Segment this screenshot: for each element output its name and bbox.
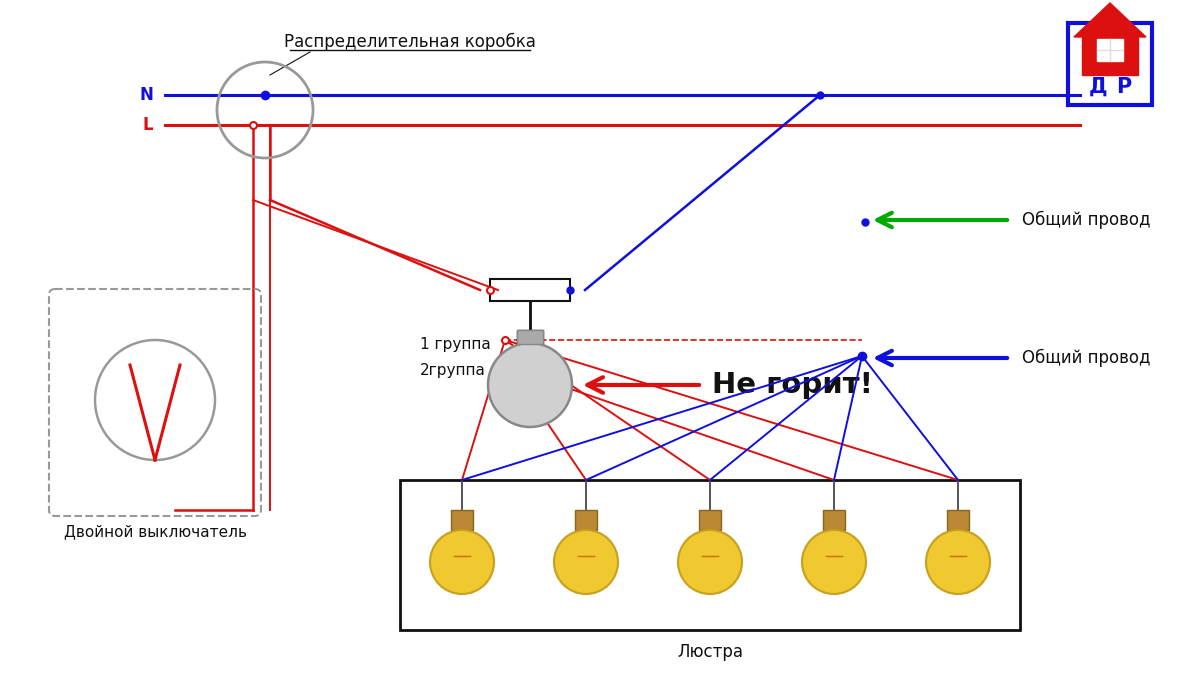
Text: L: L [143, 116, 154, 134]
Bar [400, 480, 1020, 630]
Text: Распределительная коробка: Распределительная коробка [284, 33, 536, 51]
Bar [1097, 39, 1123, 61]
Circle shape [926, 530, 990, 594]
Bar [575, 510, 598, 530]
Text: Д: Д [1088, 77, 1108, 97]
Bar [451, 510, 473, 530]
Bar [698, 510, 721, 530]
Bar [490, 279, 570, 301]
Bar [947, 510, 970, 530]
Circle shape [802, 530, 866, 594]
Text: 1 группа: 1 группа [420, 338, 491, 352]
Bar [517, 330, 542, 344]
Polygon shape [1074, 3, 1146, 37]
Circle shape [678, 530, 742, 594]
Circle shape [488, 343, 572, 427]
Bar [823, 510, 845, 530]
Text: Не горит!: Не горит! [712, 371, 874, 399]
Circle shape [554, 530, 618, 594]
Bar [1082, 37, 1138, 75]
Bar [1068, 23, 1152, 105]
Text: Р: Р [1116, 77, 1132, 97]
Text: N: N [139, 86, 154, 104]
Circle shape [430, 530, 494, 594]
Text: 2группа: 2группа [420, 362, 486, 377]
Text: Общий провод: Общий провод [1022, 349, 1151, 367]
Text: Двойной выключатель: Двойной выключатель [64, 524, 246, 539]
Bar [517, 330, 542, 362]
Text: Общий провод: Общий провод [1022, 211, 1151, 229]
Text: Люстра: Люстра [677, 643, 743, 661]
